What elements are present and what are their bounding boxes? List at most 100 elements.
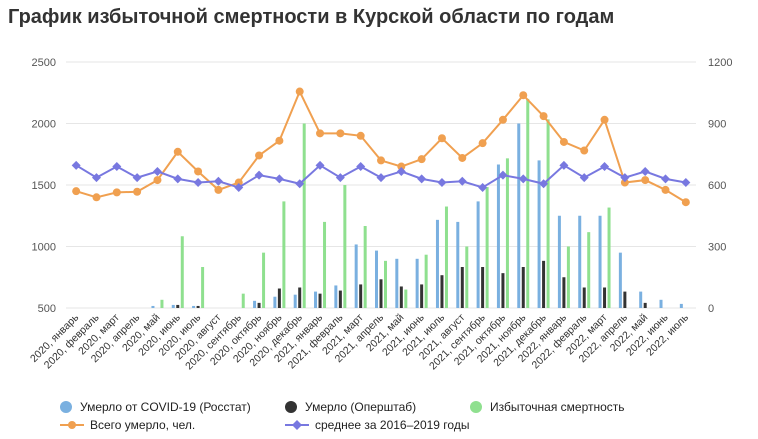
- bar: [282, 201, 286, 308]
- data-point: [133, 187, 142, 196]
- bar: [420, 284, 424, 308]
- bar: [302, 123, 306, 308]
- data-point: [661, 185, 670, 194]
- bar: [505, 158, 509, 308]
- data-point: [316, 129, 325, 138]
- bar: [176, 304, 180, 308]
- data-point: [681, 198, 690, 207]
- data-point: [498, 170, 508, 180]
- data-point: [234, 178, 243, 187]
- data-point: [559, 160, 569, 170]
- bar: [521, 267, 525, 308]
- legend-item-total[interactable]: Всего умерло, чел.: [60, 418, 195, 432]
- data-point: [377, 156, 385, 165]
- bar: [424, 254, 428, 308]
- bar: [465, 246, 469, 308]
- data-point: [132, 173, 142, 183]
- data-point: [559, 137, 568, 146]
- bar: [542, 260, 546, 308]
- legend-item-opershtab[interactable]: Умерло (Оперштаб): [285, 400, 416, 414]
- data-point: [194, 167, 203, 176]
- bar: [476, 201, 480, 308]
- right-tick-label: 1200: [708, 57, 732, 69]
- legend-label: Избыточная смертность: [490, 400, 625, 414]
- bar: [151, 305, 155, 308]
- bar: [395, 258, 399, 308]
- data-point: [336, 129, 345, 138]
- bars: [151, 98, 683, 309]
- bar: [659, 299, 663, 308]
- bar: [440, 275, 444, 308]
- legend-label: Умерло (Оперштаб): [305, 400, 417, 414]
- bar: [323, 221, 327, 308]
- legend-item-excess[interactable]: Избыточная смертность: [470, 400, 625, 414]
- data-point: [71, 160, 81, 170]
- bar: [444, 206, 448, 308]
- data-point: [91, 173, 101, 183]
- bar: [603, 287, 607, 308]
- data-point: [295, 87, 304, 96]
- left-tick-label: 2500: [32, 57, 56, 69]
- legend-label: среднее за 2016–2019 годы: [315, 418, 470, 432]
- bar: [192, 305, 196, 308]
- data-point: [315, 160, 325, 170]
- data-point: [234, 182, 244, 192]
- data-point: [274, 174, 284, 184]
- bar: [253, 300, 257, 308]
- data-point: [518, 174, 528, 184]
- data-point: [92, 193, 101, 202]
- data-point: [437, 134, 446, 143]
- bar: [566, 246, 570, 308]
- bar: [293, 294, 297, 308]
- bar: [598, 215, 602, 308]
- data-point: [579, 173, 589, 183]
- bar: [607, 207, 611, 308]
- bar: [171, 304, 175, 308]
- bar: [643, 302, 647, 308]
- bar: [582, 287, 586, 308]
- left-tick-label: 1500: [32, 180, 56, 192]
- bar: [241, 293, 245, 308]
- legend-swatch: [285, 401, 297, 413]
- bar: [334, 285, 338, 308]
- legend-swatch: [60, 401, 72, 413]
- legend-item-average[interactable]: среднее за 2016–2019 годы: [285, 418, 469, 432]
- lines: [71, 87, 691, 207]
- bar: [537, 160, 541, 308]
- bar: [679, 303, 683, 308]
- bar: [481, 267, 485, 308]
- left-tick-label: 1000: [32, 242, 56, 254]
- right-tick-label: 600: [708, 180, 726, 192]
- legend-item-covid-rosstat[interactable]: Умерло от COVID-19 (Росстат): [60, 400, 251, 414]
- bar: [298, 287, 302, 308]
- bar: [618, 252, 622, 308]
- bar: [201, 267, 205, 308]
- data-point: [356, 162, 366, 172]
- bar: [456, 221, 460, 308]
- bar: [354, 244, 358, 308]
- data-point: [173, 174, 183, 184]
- series-line: [75, 89, 687, 204]
- bar: [578, 215, 582, 308]
- data-point: [254, 170, 264, 180]
- legend-label: Всего умерло, чел.: [90, 418, 196, 432]
- chart-title: График избыточной смертности в Курской о…: [8, 6, 615, 28]
- bar: [160, 299, 164, 308]
- left-tick-label: 500: [38, 303, 56, 315]
- data-point: [356, 131, 365, 140]
- left-axis: 500 1000 1500 2000 2500: [32, 57, 56, 315]
- bar: [273, 296, 277, 308]
- data-point: [580, 146, 589, 155]
- data-point: [457, 176, 467, 186]
- data-point: [72, 187, 81, 196]
- data-point: [641, 176, 650, 185]
- bar: [557, 215, 561, 308]
- bar: [587, 232, 591, 308]
- right-tick-label: 300: [708, 242, 726, 254]
- bar: [501, 273, 505, 308]
- right-tick-label: 0: [708, 303, 714, 315]
- bar: [338, 290, 342, 308]
- data-point: [376, 173, 386, 183]
